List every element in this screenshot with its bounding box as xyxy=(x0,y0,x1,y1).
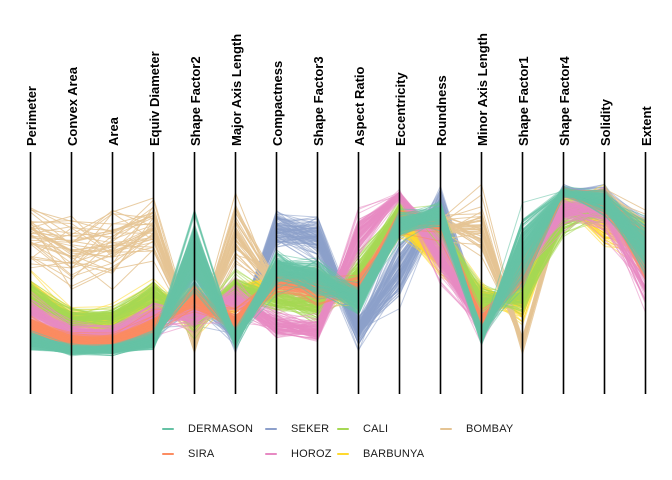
legend-swatch-bombay xyxy=(440,427,452,430)
legend-swatch-horoz xyxy=(265,452,277,455)
legend-item-bombay: BOMBAY xyxy=(440,416,513,441)
legend-item-cali: CALI xyxy=(337,416,424,441)
legend-label: BARBUNYA xyxy=(363,447,425,460)
axis-label-compactness: Compactness xyxy=(269,60,285,146)
legend-column: BOMBAY xyxy=(440,416,513,441)
legend-item-horoz: HOROZ xyxy=(265,441,332,466)
legend-label: HOROZ xyxy=(291,447,332,460)
axis-label-perimeter: Perimeter xyxy=(23,86,39,146)
axis-label-shape-factor1: Shape Factor1 xyxy=(515,56,531,146)
axis-label-equiv-diameter: Equiv Diameter xyxy=(146,51,162,146)
axis-label-shape-factor3: Shape Factor3 xyxy=(310,56,326,146)
axis-label-solidity: Solidity xyxy=(597,99,613,146)
axis-label-shape-factor4: Shape Factor4 xyxy=(556,56,572,146)
legend-swatch-seker xyxy=(265,427,277,430)
legend-swatch-sira xyxy=(162,452,174,455)
axis-label-shape-factor2: Shape Factor2 xyxy=(187,56,203,146)
legend-column: DERMASON SIRA xyxy=(162,416,253,466)
axis-label-convex-area: Convex Area xyxy=(64,67,80,146)
legend-swatch-barbunya xyxy=(337,452,349,455)
axis-label-roundness: Roundness xyxy=(433,75,449,146)
legend-swatch-dermason xyxy=(162,427,174,430)
legend-label: SEKER xyxy=(291,422,330,435)
axis-label-aspect-ratio: Aspect Ratio xyxy=(351,66,367,146)
legend-label: SIRA xyxy=(188,447,215,460)
legend-label: BOMBAY xyxy=(466,422,514,435)
legend-item-dermason: DERMASON xyxy=(162,416,253,441)
axis-label-eccentricity: Eccentricity xyxy=(392,72,408,146)
legend-label: DERMASON xyxy=(188,422,254,435)
legend-label: CALI xyxy=(363,422,389,435)
legend-item-sira: SIRA xyxy=(162,441,253,466)
axis-label-major-axis-length: Major Axis Length xyxy=(228,33,244,146)
legend-item-barbunya: BARBUNYA xyxy=(337,441,424,466)
axis-label-minor-axis-length: Minor Axis Length xyxy=(474,33,490,146)
axis-label-extent: Extent xyxy=(638,106,654,146)
legend-item-seker: SEKER xyxy=(265,416,332,441)
axis-label-area: Area xyxy=(105,117,121,146)
legend-swatch-cali xyxy=(337,427,349,430)
legend-column: CALI BARBUNYA xyxy=(337,416,424,466)
legend-column: SEKER HOROZ xyxy=(265,416,332,466)
